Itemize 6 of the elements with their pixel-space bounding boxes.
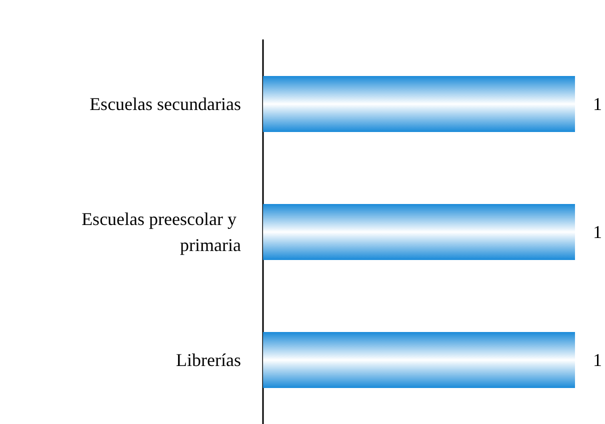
data-label: 1 bbox=[593, 222, 602, 242]
y-tick-label: Escuelas secundarias bbox=[90, 94, 241, 114]
data-label: 1 bbox=[593, 94, 602, 114]
y-tick-label: Escuelas preescolar y primaria bbox=[82, 209, 241, 255]
data-label: 1 bbox=[593, 350, 602, 370]
y-tick-label: Librerías bbox=[176, 350, 241, 370]
